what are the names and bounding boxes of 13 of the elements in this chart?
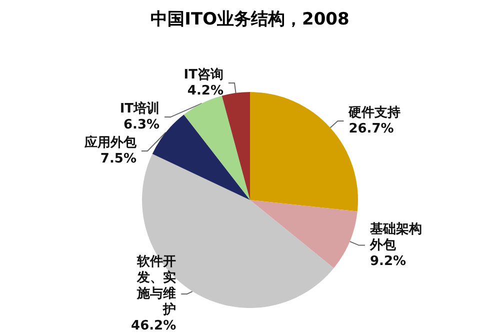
data-label: 9.2% (370, 254, 406, 269)
slice-label: 应用外包 (83, 134, 138, 151)
data-label: 4.2% (187, 84, 224, 99)
data-label: 6.3% (124, 118, 160, 133)
slice-label: 软件开发、实施与维护 (136, 254, 176, 318)
slice-label: 基础架构外包 (368, 220, 422, 253)
slice-label: IT咨询 (184, 68, 224, 83)
slice-label: IT培训 (120, 100, 160, 117)
data-label: 46.2% (131, 318, 176, 334)
slice-label: 硬件支持 (348, 106, 401, 121)
data-label: 7.5% (100, 152, 136, 167)
data-label: 26.7% (348, 122, 394, 137)
chart-title: 中国ITO业务结构，2008 (150, 10, 350, 30)
